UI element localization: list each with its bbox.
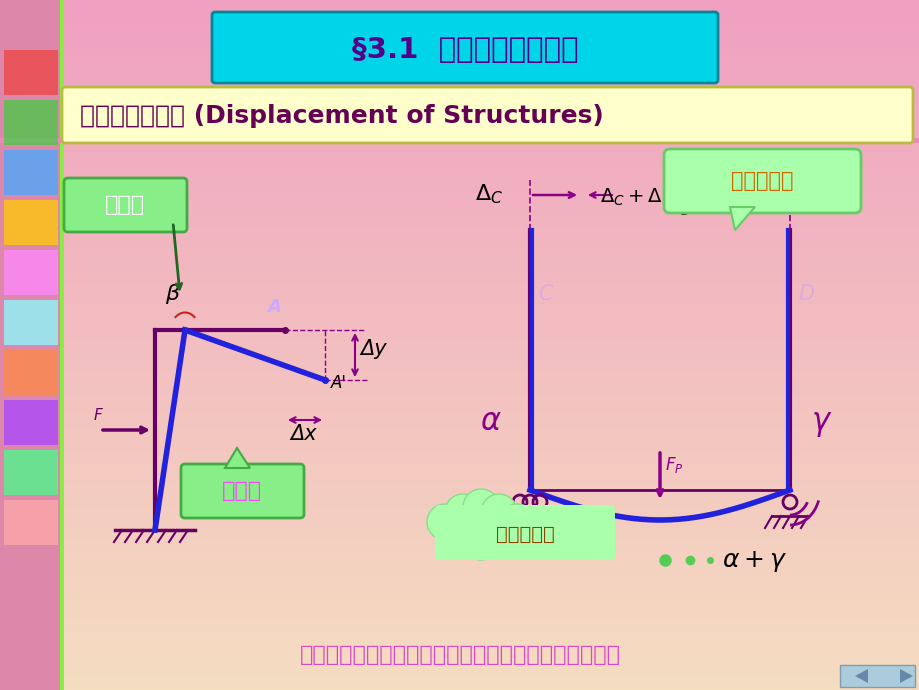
Text: $F$: $F$ (93, 407, 104, 423)
Text: $_D$: $_D$ (679, 200, 690, 218)
Text: §3.1  结构位移计算概述: §3.1 结构位移计算概述 (351, 36, 578, 64)
Bar (4, 50, 58, 95)
Bar (4, 500, 58, 545)
Bar (0, 138, 919, 143)
Text: 相对角位移: 相对角位移 (495, 524, 554, 544)
FancyBboxPatch shape (62, 87, 912, 143)
Text: $F_P$: $F_P$ (664, 455, 683, 475)
Bar (4, 150, 58, 195)
Text: 线位移，角位移，相对线位移、角位移等统称广义位移: 线位移，角位移，相对线位移、角位移等统称广义位移 (300, 645, 619, 665)
FancyBboxPatch shape (664, 149, 860, 213)
Bar (4, 100, 58, 145)
Bar (4, 400, 58, 445)
Bar (4, 300, 58, 345)
Circle shape (490, 519, 526, 555)
Text: 角位移: 角位移 (105, 195, 145, 215)
Text: A: A (267, 298, 280, 316)
Bar (4, 250, 58, 295)
FancyBboxPatch shape (211, 12, 717, 83)
Bar (4, 450, 58, 495)
Text: β: β (165, 284, 179, 304)
Text: Δy: Δy (359, 339, 386, 359)
Polygon shape (729, 207, 754, 230)
Bar (60, 0, 64, 690)
Text: 相对线位移: 相对线位移 (730, 171, 792, 191)
Bar (4, 200, 58, 245)
Text: A': A' (331, 374, 346, 392)
Text: 一、结构的位移 (Displacement of Structures): 一、结构的位移 (Displacement of Structures) (80, 104, 603, 128)
Circle shape (462, 489, 498, 525)
Polygon shape (854, 669, 867, 683)
Text: D: D (797, 284, 813, 304)
Text: C: C (538, 284, 552, 304)
Circle shape (462, 524, 498, 560)
Text: $\Delta_D$: $\Delta_D$ (800, 182, 828, 206)
Polygon shape (899, 669, 912, 683)
Text: 线位移: 线位移 (221, 481, 262, 501)
Bar (839, 665, 914, 687)
FancyBboxPatch shape (181, 464, 303, 518)
Circle shape (436, 519, 471, 555)
Text: α: α (480, 407, 500, 436)
FancyBboxPatch shape (435, 505, 614, 560)
Polygon shape (225, 448, 250, 468)
Bar (0, 0, 62, 690)
Bar (4, 350, 58, 395)
FancyBboxPatch shape (64, 178, 187, 232)
Text: $\alpha + \gamma$: $\alpha + \gamma$ (721, 549, 786, 574)
Circle shape (426, 504, 462, 540)
Circle shape (481, 494, 516, 530)
Text: $\Delta_C+\Delta$: $\Delta_C+\Delta$ (599, 187, 662, 208)
Text: γ: γ (811, 408, 829, 437)
Circle shape (498, 504, 535, 540)
Text: Δx: Δx (289, 424, 316, 444)
Circle shape (445, 494, 481, 530)
Text: $\Delta_C$: $\Delta_C$ (474, 182, 503, 206)
